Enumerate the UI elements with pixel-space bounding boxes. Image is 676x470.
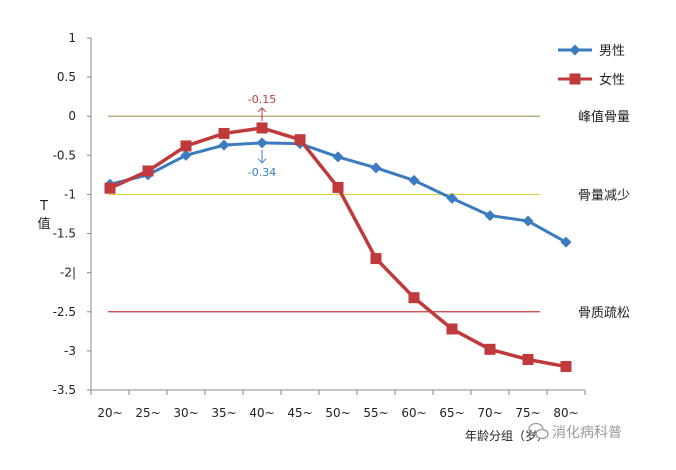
y-tick-label: -3.5	[53, 383, 76, 397]
data-point-diamond	[180, 149, 192, 161]
legend-label: 男性	[599, 44, 625, 59]
data-point-square	[370, 253, 382, 265]
annotation-label: -0.15	[248, 93, 276, 106]
legend-item: 女性	[558, 72, 625, 88]
data-point-square	[408, 292, 420, 304]
reference-line-label: 骨质疏松	[578, 306, 630, 321]
x-tick-label: 35~	[211, 406, 236, 420]
x-tick-label: 50~	[325, 406, 350, 420]
x-tick-label: 70~	[477, 406, 502, 420]
data-point-square	[446, 323, 458, 335]
y-tick-label: -3	[64, 344, 76, 358]
data-point-square	[142, 165, 154, 177]
annotation-arrowhead	[257, 107, 267, 113]
data-point-square	[560, 361, 572, 373]
watermark-text: 消化病科普	[552, 425, 622, 441]
data-point-square	[180, 140, 192, 152]
x-tick-label: 40~	[249, 406, 274, 420]
x-tick-label: 65~	[439, 406, 464, 420]
data-point-square	[332, 181, 344, 193]
legend-label: 女性	[599, 72, 625, 88]
y-tick-label: -2|	[60, 266, 76, 280]
x-tick-label: 45~	[287, 406, 312, 420]
y-tick-label: 1	[68, 31, 76, 45]
y-tick-label: -1	[64, 187, 76, 201]
data-point-square	[569, 73, 581, 85]
series-female	[104, 122, 572, 373]
annotation-arrowhead	[257, 158, 267, 164]
series-line	[109, 126, 567, 369]
data-point-diamond	[446, 192, 458, 204]
data-point-diamond	[484, 210, 496, 222]
data-point-square	[256, 122, 268, 134]
annotations: -0.15 -0.34	[248, 93, 276, 179]
y-tick-label: -1.5	[53, 227, 76, 241]
reference-line-label: 峰值骨量	[578, 109, 630, 125]
data-point-diamond	[256, 137, 268, 149]
data-point-diamond	[370, 162, 382, 174]
watermark: 消化病科普	[528, 422, 622, 441]
data-point-square	[218, 127, 230, 139]
data-point-square	[104, 182, 116, 194]
y-axis-title: 值	[37, 216, 50, 232]
data-point-diamond	[522, 215, 534, 227]
data-point-diamond	[569, 44, 581, 56]
x-tick-label: 60~	[401, 406, 426, 420]
x-tick-label: 25~	[135, 406, 160, 420]
x-axis-title: 年龄分组（岁）	[465, 428, 549, 443]
x-tick-label: 55~	[363, 406, 388, 420]
series-layer	[104, 122, 572, 373]
y-tick-label: 0	[68, 109, 76, 123]
chat-bubble-icon	[528, 422, 549, 440]
x-tick-label: 30~	[173, 406, 198, 420]
data-point-diamond	[408, 174, 420, 186]
x-tick-label: 20~	[97, 406, 122, 420]
annotation-label: -0.34	[248, 166, 276, 179]
x-tick-label: 75~	[515, 406, 540, 420]
legend-item: 男性	[558, 44, 625, 59]
y-axis-title: T	[39, 199, 48, 214]
reference-line-label: 骨量减少	[578, 188, 630, 203]
x-tick-label: 80~	[553, 406, 578, 420]
axes: 1 0.5 0 -0.5 -1 -1.5 -2| -2.5 -3 -3.5 20~ 25~ 30~ 35~…	[37, 31, 586, 443]
data-point-diamond	[560, 236, 572, 248]
data-point-square	[294, 134, 306, 146]
data-point-square	[484, 343, 496, 355]
data-point-diamond	[218, 139, 230, 151]
data-point-diamond	[332, 151, 344, 163]
y-tick-label: -2.5	[53, 305, 76, 319]
y-tick-label: -0.5	[53, 148, 76, 162]
y-tick-label: 0.5	[57, 70, 76, 84]
data-point-square	[522, 353, 534, 365]
